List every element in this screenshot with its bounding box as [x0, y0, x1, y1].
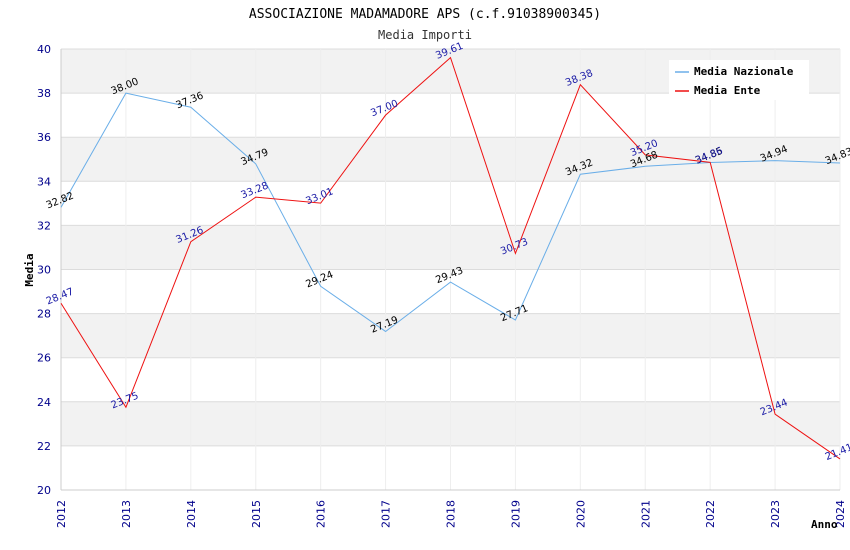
y-tick-label: 40 — [37, 43, 51, 56]
x-tick-label: 2015 — [250, 500, 263, 528]
y-tick-label: 22 — [37, 440, 51, 453]
axes — [60, 49, 840, 491]
x-tick-label: 2016 — [315, 500, 328, 528]
chart-title: ASSOCIAZIONE MADAMADORE APS (c.f.9103890… — [249, 7, 601, 22]
y-tick-label: 36 — [37, 131, 51, 144]
data-label-ente: 28.47 — [45, 286, 76, 307]
x-axis-label: Anno — [811, 518, 838, 531]
x-tick-labels: 2012 2013 2014 2015 2016 2017 2018 2019 2020 2021… — [55, 500, 847, 528]
x-tick-label: 2012 — [55, 500, 68, 528]
series-line-ente — [60, 56, 841, 460]
legend-box — [669, 60, 809, 100]
y-tick-label: 28 — [37, 308, 51, 321]
y-tick-label: 30 — [37, 264, 51, 277]
x-tick-label: 2023 — [769, 500, 782, 528]
data-label-nazionale: 29.24 — [304, 269, 335, 290]
y-tick-label: 26 — [37, 352, 51, 365]
data-label-ente: 33.01 — [304, 186, 335, 207]
data-label-nazionale: 32.82 — [45, 191, 76, 212]
x-tick-label: 2021 — [639, 500, 652, 528]
legend: Media Nazionale Media Ente — [669, 60, 809, 100]
x-tick-label: 2014 — [185, 500, 198, 528]
legend-label-nazionale: Media Nazionale — [694, 65, 794, 78]
y-tick-label: 32 — [37, 219, 51, 232]
x-tick-label: 2019 — [509, 500, 522, 528]
y-tick-labels: 20 22 24 26 28 30 32 34 36 38 40 — [37, 43, 51, 497]
y-tick-label: 34 — [37, 175, 51, 188]
y-tick-label: 38 — [37, 87, 51, 100]
x-tick-label: 2020 — [574, 500, 587, 528]
gridlines — [60, 48, 841, 491]
x-tick-label: 2018 — [445, 500, 458, 528]
y-axis-label: Media — [23, 253, 36, 286]
chart-subtitle: Media Importi — [378, 28, 472, 42]
series-lines — [60, 56, 841, 460]
x-tick-label: 2013 — [120, 500, 133, 528]
x-tick-label: 2024 — [834, 500, 847, 528]
y-tick-label: 24 — [37, 396, 51, 409]
x-tick-label: 2017 — [380, 500, 393, 528]
legend-label-ente: Media Ente — [694, 84, 761, 97]
y-tick-label: 20 — [37, 484, 51, 497]
x-tick-label: 2022 — [704, 500, 717, 528]
